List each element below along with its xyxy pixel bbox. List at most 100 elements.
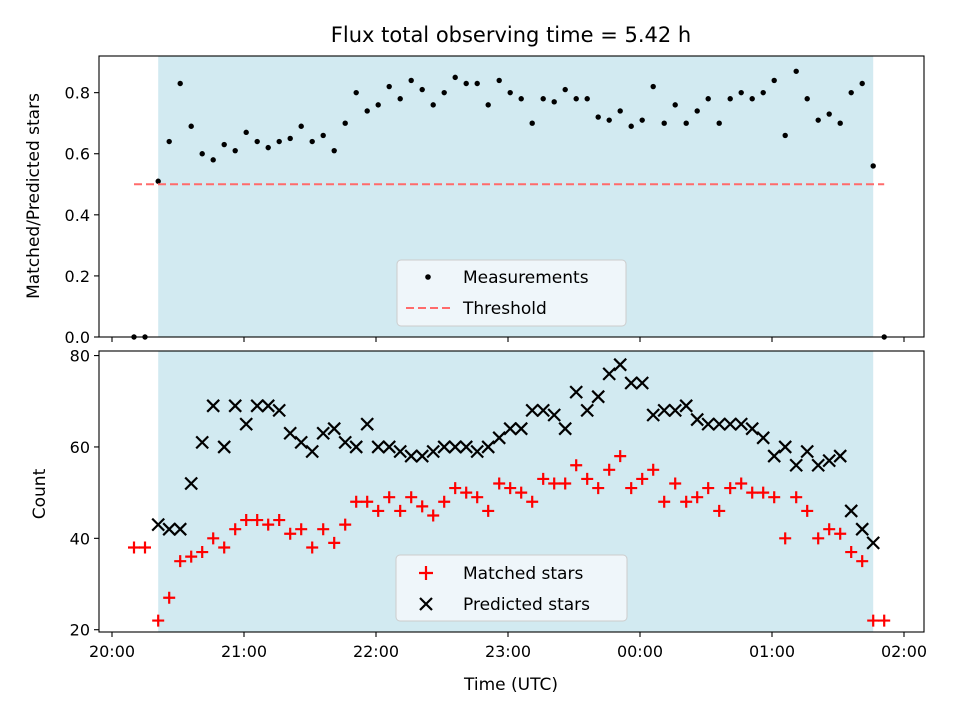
- matched-stars-point: [570, 459, 583, 472]
- matched-stars-point: [537, 472, 550, 485]
- matched-stars-point: [449, 482, 462, 495]
- predicted-stars-point: [624, 376, 638, 390]
- predicted-stars-point: [217, 440, 231, 454]
- measurements-point: [661, 120, 667, 126]
- measurements-point: [452, 74, 458, 81]
- top-ytick-label: 0.8: [65, 84, 90, 103]
- predicted-stars-point: [195, 435, 209, 450]
- predicted-stars-point: [833, 449, 847, 463]
- matched-stars-point: [394, 504, 407, 517]
- measurements-point: [628, 123, 634, 129]
- measurements-point: [485, 102, 491, 108]
- top-ytick-label: 0.6: [65, 145, 90, 164]
- matched-stars-point: [680, 495, 693, 508]
- predicted-stars-point: [646, 408, 660, 422]
- legend-label-measurements: Measurements: [463, 268, 589, 288]
- measurements-point: [782, 132, 788, 139]
- legend-plus-marker: [419, 566, 433, 580]
- matched-stars-point: [416, 500, 429, 513]
- matched-stars-point: [658, 495, 671, 508]
- measurements-point: [727, 96, 733, 102]
- matched-stars-point: [691, 491, 704, 504]
- matched-stars-point: [295, 523, 308, 536]
- measurements-point: [375, 102, 381, 108]
- matched-stars-point: [438, 495, 451, 508]
- legend-label-threshold: Threshold: [462, 299, 547, 319]
- matched-stars-point: [614, 450, 627, 463]
- predicted-stars-point: [415, 449, 429, 463]
- predicted-stars-point: [404, 449, 418, 463]
- measurements-point: [298, 123, 304, 129]
- matched-stars-point: [702, 482, 715, 495]
- xtick-label: 21:00: [221, 642, 267, 661]
- measurements-point: [859, 80, 865, 87]
- matched-stars-point: [405, 491, 418, 504]
- measurements-point: [694, 108, 700, 114]
- measurements-point: [166, 138, 172, 145]
- matched-stars-point: [878, 614, 891, 627]
- top-axes-frame: [98, 55, 925, 338]
- matched-stars-point: [812, 532, 825, 545]
- matched-stars-point: [823, 523, 836, 536]
- measurements-point: [364, 108, 370, 114]
- predicted-stars-point: [514, 421, 528, 436]
- chart-title: Flux total observing time = 5.42 h: [331, 23, 691, 47]
- predicted-stars-point: [668, 403, 682, 418]
- predicted-stars-point: [283, 426, 297, 441]
- matched-stars-point: [361, 495, 374, 508]
- predicted-stars-point: [239, 417, 253, 431]
- matched-stars-point: [515, 486, 528, 499]
- measurements-point: [606, 117, 612, 123]
- matched-stars-point: [174, 555, 187, 568]
- predicted-stars-point: [272, 403, 286, 418]
- measurements-point: [496, 77, 502, 84]
- matched-stars-point: [735, 477, 748, 490]
- matched-stars-point: [757, 486, 770, 499]
- measurements-point: [309, 138, 315, 145]
- measurements-point: [188, 123, 194, 129]
- measurements-point: [232, 147, 238, 154]
- measurements-point: [518, 96, 524, 102]
- measurements-point: [639, 117, 645, 123]
- predicted-stars-point: [866, 536, 880, 550]
- measurements-point: [463, 80, 469, 87]
- matched-stars-point: [856, 555, 869, 568]
- measurements-point: [276, 138, 282, 145]
- measurements-point: [353, 89, 359, 96]
- legend-label-matched: Matched stars: [463, 564, 583, 584]
- matched-stars-point: [317, 523, 330, 536]
- measurements-point: [441, 89, 447, 96]
- top-legend-box: [396, 259, 627, 327]
- top-panel: 0.00.20.40.60.8 Matched/Predicted stars …: [24, 55, 925, 347]
- matched-stars-point: [139, 541, 151, 554]
- matched-stars-point: [196, 546, 209, 559]
- top-legend: Measurements Threshold: [396, 259, 627, 327]
- measurements-point: [738, 89, 744, 96]
- matched-stars-point: [350, 495, 363, 508]
- measurements-point: [562, 86, 568, 93]
- bottom-ytick-label: 40: [70, 529, 90, 548]
- predicted-stars-point: [492, 431, 506, 445]
- predicted-stars-point: [701, 417, 715, 431]
- matched-stars-point: [471, 491, 484, 504]
- matched-stars-point: [592, 482, 605, 495]
- measurements-point: [243, 129, 249, 136]
- matched-stars-point: [636, 472, 649, 485]
- predicted-stars-point: [800, 444, 814, 459]
- legend-cross-marker: [419, 597, 433, 611]
- matched-stars-point: [262, 518, 275, 531]
- predicted-stars-point: [459, 440, 473, 454]
- measurements-point: [826, 111, 832, 117]
- measurements-point: [199, 151, 205, 157]
- matched-stars-point: [163, 591, 176, 604]
- measurements-point: [793, 68, 799, 74]
- predicted-stars-point: [690, 412, 704, 427]
- predicted-stars-point: [162, 522, 176, 536]
- top-ytick-label: 0.0: [65, 328, 90, 347]
- matched-stars-point: [306, 541, 319, 554]
- predicted-stars-point: [525, 403, 539, 418]
- bottom-panel: 20 40 60 80 20:00 21:00 22:00 23:00 00:00 01:00 02…: [30, 347, 927, 695]
- matched-stars-point: [273, 514, 286, 527]
- predicted-stars-point: [855, 522, 869, 536]
- matched-stars-point: [647, 463, 660, 476]
